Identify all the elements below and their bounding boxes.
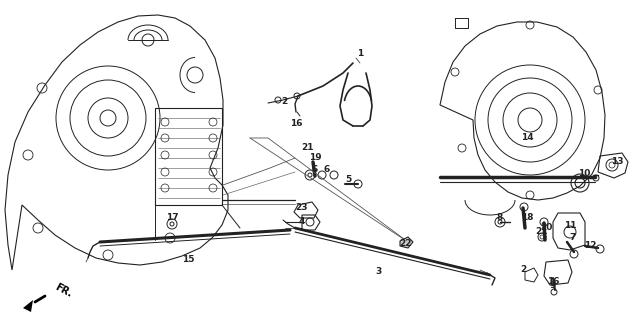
Text: FR.: FR. <box>53 282 74 300</box>
Text: 5: 5 <box>345 175 351 185</box>
Text: 15: 15 <box>182 255 195 265</box>
Text: 19: 19 <box>308 152 321 162</box>
Text: 16: 16 <box>290 118 302 128</box>
Text: 23: 23 <box>296 203 308 211</box>
Text: 4: 4 <box>299 217 305 226</box>
Polygon shape <box>400 237 413 248</box>
Text: 18: 18 <box>521 213 533 221</box>
Text: 12: 12 <box>584 240 596 249</box>
Text: 21: 21 <box>301 144 313 152</box>
Text: 22: 22 <box>400 238 412 248</box>
Text: 14: 14 <box>521 133 533 141</box>
Text: 8: 8 <box>497 213 503 221</box>
Text: 17: 17 <box>166 213 179 221</box>
Text: 7: 7 <box>570 233 576 243</box>
Text: 16: 16 <box>547 278 559 287</box>
Text: 6: 6 <box>312 165 318 175</box>
Text: 11: 11 <box>564 220 576 230</box>
Polygon shape <box>23 300 33 312</box>
Text: 2: 2 <box>281 96 287 106</box>
Text: 10: 10 <box>578 169 590 179</box>
Text: 2: 2 <box>520 266 526 274</box>
Text: 1: 1 <box>357 49 363 59</box>
Text: 21: 21 <box>535 227 547 237</box>
Text: 9: 9 <box>550 280 556 289</box>
Text: 13: 13 <box>611 158 623 167</box>
Text: 20: 20 <box>540 224 552 232</box>
Text: 6: 6 <box>324 165 330 175</box>
Text: 3: 3 <box>375 267 381 277</box>
